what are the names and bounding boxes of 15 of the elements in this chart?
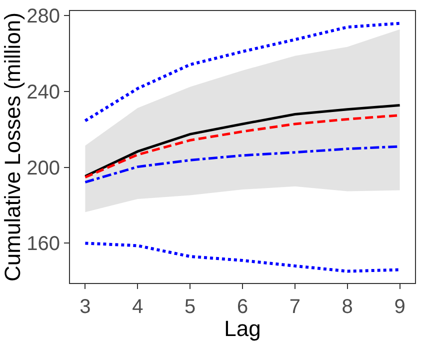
y-axis-title: Cumulative Losses (million)	[0, 12, 25, 282]
x-tick-label: 7	[289, 296, 300, 318]
x-tick-label: 9	[394, 296, 406, 318]
y-tick-label: 240	[26, 82, 60, 104]
y-tick-label: 280	[26, 6, 60, 28]
line-series	[84, 22, 402, 122]
x-tick-label: 8	[342, 296, 353, 318]
x-tick-label: 5	[184, 296, 196, 318]
x-tick-label: 3	[80, 296, 91, 318]
line-series	[84, 242, 402, 273]
y-tick-label: 160	[26, 233, 60, 256]
x-axis-title: Lag	[224, 316, 261, 341]
x-tick-label: 6	[236, 296, 248, 318]
x-tick-label: 4	[132, 296, 144, 318]
y-tick-label: 200	[26, 157, 60, 180]
